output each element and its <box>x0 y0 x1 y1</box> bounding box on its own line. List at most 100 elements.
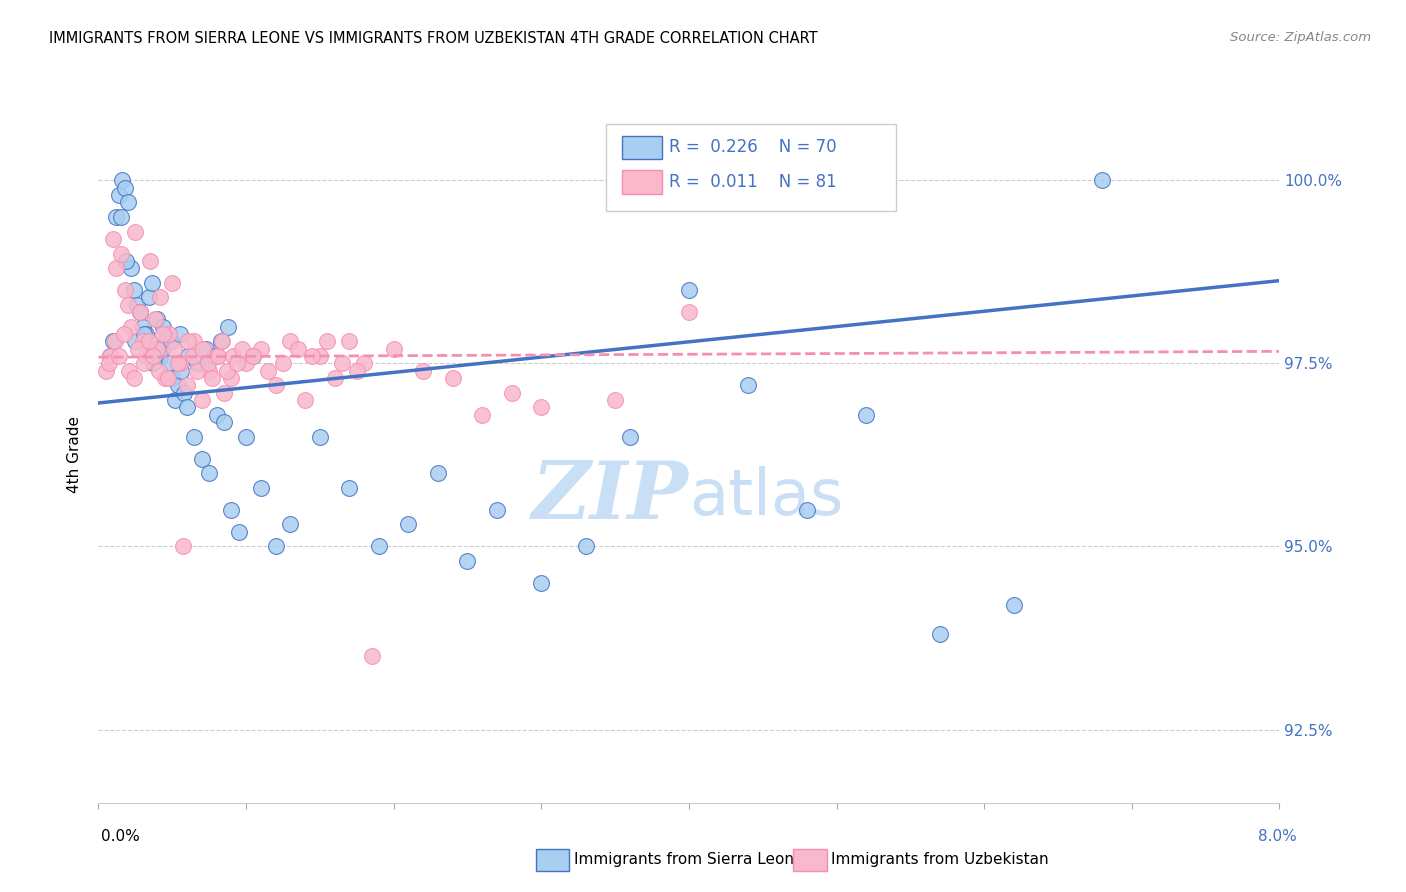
Point <box>271 356 294 370</box>
Point <box>737 378 759 392</box>
Point <box>198 364 221 378</box>
Point <box>167 378 190 392</box>
Point <box>301 349 323 363</box>
Point <box>191 451 214 466</box>
Point <box>212 385 235 400</box>
Point <box>176 401 198 415</box>
Point <box>219 371 242 385</box>
Point <box>163 342 186 356</box>
Point <box>198 467 221 481</box>
Point <box>678 305 700 319</box>
Point <box>170 364 193 378</box>
Point <box>103 334 125 349</box>
Point <box>186 356 208 370</box>
Point <box>186 364 208 378</box>
Point <box>278 334 302 349</box>
Point <box>114 180 136 194</box>
Point <box>152 327 174 342</box>
Text: Immigrants from Sierra Leone: Immigrants from Sierra Leone <box>574 853 803 867</box>
Point <box>207 349 229 363</box>
Y-axis label: 4th Grade: 4th Grade <box>67 417 83 493</box>
Point <box>162 371 183 385</box>
Point <box>382 342 405 356</box>
Point <box>193 342 215 356</box>
Point <box>176 378 198 392</box>
Point <box>138 290 160 304</box>
Point <box>122 371 145 385</box>
Point <box>367 540 389 554</box>
Point <box>308 349 332 363</box>
Point <box>114 283 136 297</box>
Point <box>152 319 174 334</box>
Point <box>928 627 950 641</box>
Point <box>264 540 287 554</box>
Point <box>226 356 249 370</box>
Point <box>177 334 200 349</box>
Point <box>181 349 204 363</box>
Text: Source: ZipAtlas.com: Source: ZipAtlas.com <box>1230 31 1371 45</box>
Point <box>242 349 264 363</box>
Point <box>143 342 166 356</box>
Point <box>195 342 218 356</box>
Point <box>250 342 273 356</box>
Point <box>167 356 190 370</box>
Point <box>471 408 494 422</box>
Point <box>146 312 169 326</box>
Text: ZIP: ZIP <box>531 458 689 535</box>
Point <box>330 356 353 370</box>
Point <box>142 349 165 363</box>
Point <box>169 356 191 370</box>
Point <box>156 371 179 385</box>
Point <box>118 364 141 378</box>
Text: atlas: atlas <box>689 466 844 528</box>
Point <box>132 319 155 334</box>
Point <box>155 334 177 349</box>
Point <box>678 283 700 297</box>
Point <box>177 349 200 363</box>
Point <box>149 290 172 304</box>
Point <box>278 517 302 532</box>
Point <box>316 334 339 349</box>
Point <box>141 276 163 290</box>
Point <box>346 364 368 378</box>
Point <box>134 327 156 342</box>
Point <box>138 334 160 349</box>
Point <box>103 232 125 246</box>
Point <box>308 429 332 443</box>
Point <box>149 349 172 363</box>
Point <box>217 319 239 334</box>
Point <box>111 173 134 187</box>
Point <box>222 349 245 363</box>
Point <box>360 649 382 664</box>
Point <box>132 334 155 349</box>
Point <box>125 298 148 312</box>
Point <box>501 385 523 400</box>
Point <box>98 349 121 363</box>
Point <box>120 319 142 334</box>
Point <box>128 305 150 319</box>
Point <box>143 312 166 326</box>
Point <box>165 392 187 407</box>
Point <box>530 576 553 591</box>
Point <box>146 342 169 356</box>
Point <box>159 334 181 349</box>
Point <box>215 364 238 378</box>
Point <box>228 524 250 539</box>
Point <box>231 342 253 356</box>
Point <box>162 276 183 290</box>
Point <box>124 334 146 349</box>
Point <box>574 540 596 554</box>
Point <box>105 261 128 276</box>
Point <box>796 503 818 517</box>
Point <box>134 356 156 370</box>
Point <box>97 356 120 370</box>
Point <box>412 364 434 378</box>
FancyBboxPatch shape <box>621 136 662 159</box>
Point <box>250 481 273 495</box>
Point <box>127 342 149 356</box>
Point <box>135 327 157 342</box>
Point <box>183 429 205 443</box>
Point <box>122 283 145 297</box>
Point <box>94 364 117 378</box>
Point <box>139 253 162 268</box>
